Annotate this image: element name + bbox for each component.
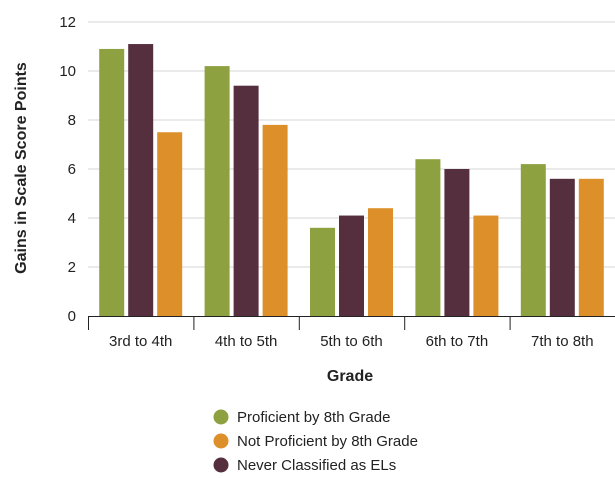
x-tick-label: 5th to 6th — [320, 333, 383, 350]
y-tick-labels: 0 2 4 6 8 10 12 — [59, 14, 76, 325]
y-tick-label: 6 — [68, 161, 76, 178]
bar — [578, 178, 604, 316]
bar — [262, 124, 288, 317]
x-tick-label: 7th to 8th — [531, 333, 594, 350]
bar — [157, 132, 183, 316]
bar — [444, 169, 470, 316]
legend-item: Never Classified as ELs — [213, 457, 396, 474]
x-axis-title: Grade — [327, 368, 373, 385]
y-tick-label: 8 — [68, 112, 76, 129]
bar — [473, 215, 499, 316]
x-tick-label: 4th to 5th — [215, 333, 278, 350]
bar — [368, 208, 393, 316]
y-axis-title: Gains in Scale Score Points — [13, 62, 30, 274]
bar — [549, 178, 575, 316]
y-tick-label: 2 — [68, 259, 76, 276]
y-tick-label: 10 — [59, 63, 76, 80]
x-tick-label: 3rd to 4th — [109, 333, 172, 350]
x-tick-labels: 3rd to 4th 4th to 5th 5th to 6th 6th to 7th… — [109, 333, 594, 350]
legend-label: Proficient by 8th Grade — [237, 409, 390, 426]
bar — [99, 48, 125, 316]
axes — [88, 316, 615, 330]
y-tick-label: 0 — [68, 308, 76, 325]
bar — [520, 164, 546, 316]
bar — [339, 215, 364, 316]
bar — [204, 66, 230, 316]
bars — [99, 44, 604, 317]
bar — [233, 85, 259, 316]
bar — [128, 44, 154, 317]
y-tick-label: 12 — [59, 14, 76, 31]
legend-label: Not Proficient by 8th Grade — [237, 433, 418, 450]
legend-label: Never Classified as ELs — [237, 457, 396, 474]
x-tick-label: 6th to 7th — [426, 333, 489, 350]
y-tick-label: 4 — [68, 210, 76, 227]
legend-swatch — [213, 433, 229, 449]
legend: Proficient by 8th Grade Not Proficient by… — [213, 409, 418, 474]
legend-item: Not Proficient by 8th Grade — [213, 433, 418, 450]
bar — [310, 227, 335, 316]
bar — [415, 159, 441, 316]
legend-swatch — [213, 409, 229, 425]
legend-item: Proficient by 8th Grade — [213, 409, 390, 426]
legend-swatch — [213, 457, 229, 473]
